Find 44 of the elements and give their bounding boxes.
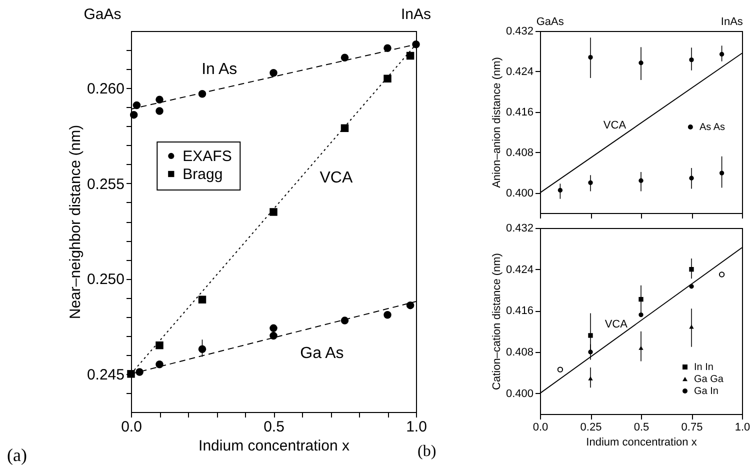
x-tick-label: 1.0 xyxy=(406,418,427,436)
x-tick-label: 0.0 xyxy=(121,418,142,436)
text: (a) xyxy=(7,444,27,465)
annotation: VCA xyxy=(320,170,353,187)
y-axis-title: Cation–cation distance (nm) xyxy=(490,253,503,390)
text: GaAs xyxy=(536,16,564,28)
legend-label: Ga In xyxy=(694,386,718,397)
legend-label: Ga Ga xyxy=(694,374,724,385)
text: InAs xyxy=(720,16,744,28)
y-axis-title: Near–neighbor distance (nm) xyxy=(66,124,84,320)
y-axis-title: Anion–anion distance (nm) xyxy=(490,57,503,188)
x-axis-title: Indium concentration x xyxy=(198,438,350,454)
x-tick-label: 0.25 xyxy=(580,422,602,434)
y-tick-label: 0.245 xyxy=(86,366,124,384)
y-tick-label: 0.400 xyxy=(506,388,534,400)
y-tick-label: 0.260 xyxy=(86,80,124,98)
y-tick-label: 0.432 xyxy=(506,222,534,234)
annotation: VCA xyxy=(604,318,628,331)
annotation: Ga As xyxy=(300,344,344,362)
x-axis-title: Indium concentration x xyxy=(586,436,698,448)
legend-label: Bragg xyxy=(182,166,223,183)
text: GaAs xyxy=(84,6,122,23)
legend-label: EXAFS xyxy=(182,148,232,165)
y-tick-label: 0.255 xyxy=(86,176,124,193)
y-tick-label: 0.416 xyxy=(506,305,534,318)
y-tick-label: 0.432 xyxy=(506,26,534,38)
x-tick-label: 0.5 xyxy=(634,422,650,434)
x-tick-label: 1.0 xyxy=(734,422,750,434)
legend-label: As As xyxy=(699,122,726,133)
y-tick-label: 0.424 xyxy=(506,264,534,276)
text: InAs xyxy=(400,6,432,23)
x-tick-label: 0.5 xyxy=(264,418,284,436)
x-tick-label: 0.75 xyxy=(681,422,703,434)
y-tick-label: 0.250 xyxy=(86,271,124,288)
annotation: In As xyxy=(202,61,238,78)
y-tick-label: 0.416 xyxy=(506,106,534,118)
y-tick-label: 0.408 xyxy=(506,346,534,358)
text: (b) xyxy=(418,443,436,460)
x-tick-label: 0.0 xyxy=(532,422,548,434)
annotation: VCA xyxy=(603,120,627,132)
y-tick-label: 0.408 xyxy=(506,146,534,159)
y-tick-label: 0.424 xyxy=(506,66,534,78)
y-tick-label: 0.400 xyxy=(506,187,534,200)
legend-label: In In xyxy=(694,362,714,373)
